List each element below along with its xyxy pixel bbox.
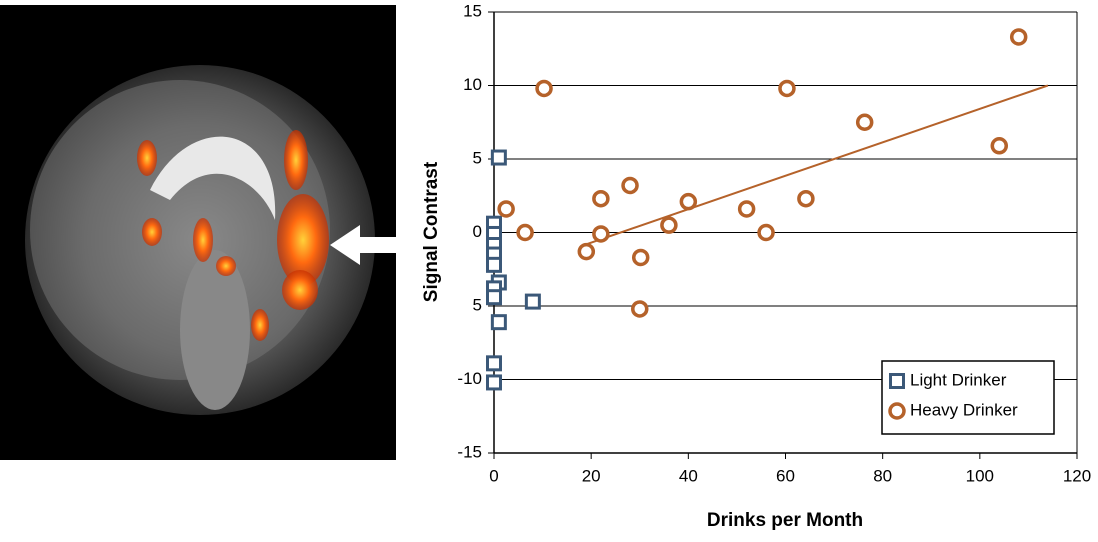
brain-image: [0, 5, 400, 460]
y-tick-label: 0: [473, 222, 482, 241]
marker: [633, 302, 647, 316]
y-tick-label: 5: [473, 148, 482, 167]
marker: [492, 151, 505, 164]
y-tick-label: -10: [457, 369, 482, 388]
marker: [579, 245, 593, 259]
y-tick-label: -15: [457, 442, 482, 461]
marker: [518, 226, 532, 240]
x-tick-label: 80: [873, 466, 892, 485]
marker: [992, 139, 1006, 153]
marker: [488, 258, 501, 271]
page: Signal Contrast Drinks per Month -15 -10 5…: [0, 0, 1098, 542]
marker: [890, 404, 904, 418]
x-tick-label: 0: [489, 466, 498, 485]
marker: [623, 178, 637, 192]
marker: [799, 192, 813, 206]
x-tick-label: 20: [582, 466, 601, 485]
legend-label: Heavy Drinker: [910, 400, 1018, 419]
marker: [499, 202, 513, 216]
trendline: [586, 86, 1048, 245]
marker: [594, 227, 608, 241]
marker: [891, 375, 904, 388]
marker: [488, 376, 501, 389]
marker: [780, 81, 794, 95]
x-tick-label: 40: [679, 466, 698, 485]
legend-label: Light Drinker: [910, 370, 1007, 389]
marker: [488, 291, 501, 304]
marker: [858, 115, 872, 129]
marker: [594, 192, 608, 206]
y-tick-label: 5: [473, 295, 482, 314]
y-axis-label: Signal Contrast: [421, 161, 442, 302]
y-tick-label: 15: [463, 1, 482, 20]
marker: [488, 357, 501, 370]
marker: [740, 202, 754, 216]
marker: [759, 226, 773, 240]
marker: [492, 316, 505, 329]
marker: [1012, 30, 1026, 44]
x-tick-label: 100: [966, 466, 994, 485]
marker: [634, 250, 648, 264]
figure: Signal Contrast Drinks per Month -15 -10 5…: [0, 0, 1098, 537]
x-axis-label: Drinks per Month: [707, 510, 863, 531]
x-tick-label: 60: [776, 466, 795, 485]
marker: [526, 295, 539, 308]
marker: [537, 81, 551, 95]
marker: [681, 195, 695, 209]
marker: [662, 218, 676, 232]
y-tick-label: 10: [463, 75, 482, 94]
x-tick-label: 120: [1063, 466, 1091, 485]
